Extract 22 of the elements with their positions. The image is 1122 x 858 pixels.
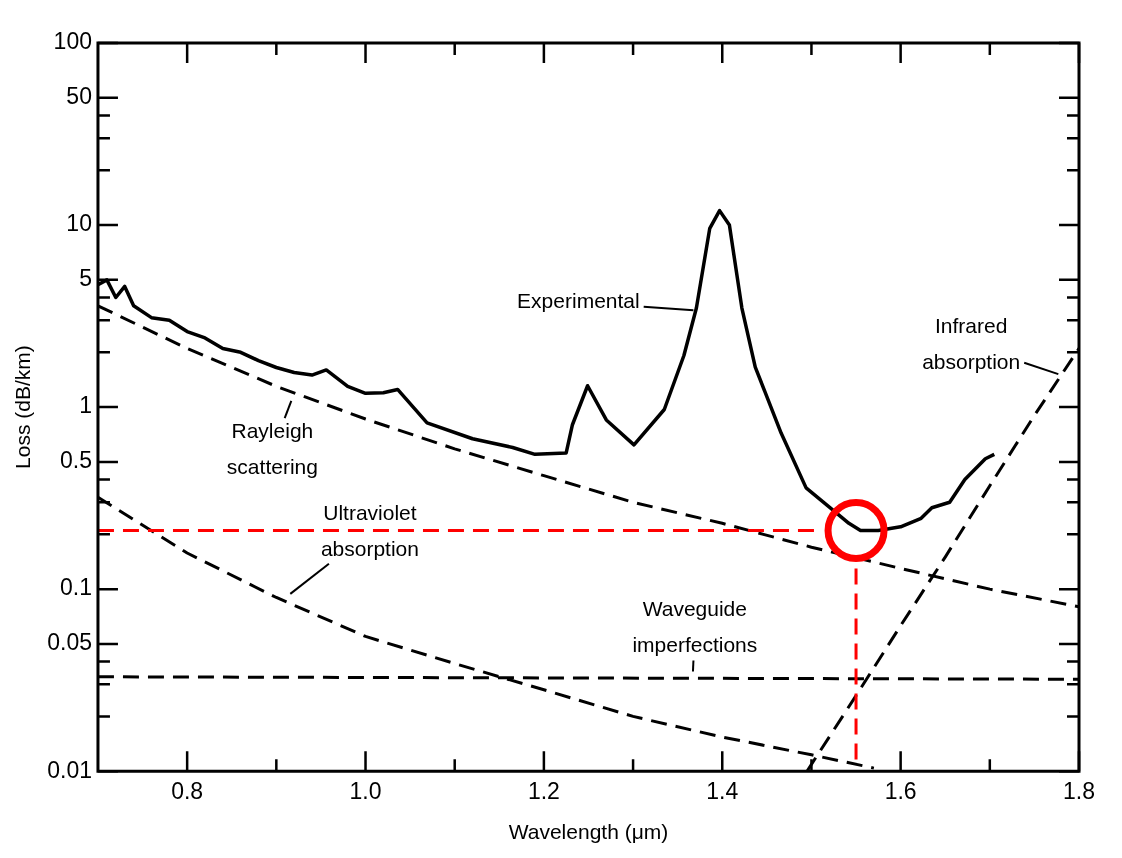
y-tick-label: 100	[53, 28, 92, 55]
y-tick-label: 0.01	[47, 756, 92, 783]
x-axis-title: Wavelength (μm)	[508, 820, 669, 844]
y-tick-label: 0.05	[47, 629, 92, 656]
y-tick-label: 1	[79, 392, 92, 419]
annotation: Rayleigh scattering	[226, 418, 318, 478]
annotation: Experimental	[517, 289, 640, 313]
x-tick-label: 0.8	[171, 778, 204, 805]
y-tick-label: 0.5	[59, 447, 92, 474]
y-tick-label: 5	[79, 265, 92, 292]
y-axis-title: Loss (dB/km)	[11, 345, 35, 469]
x-tick-label: 1.4	[706, 778, 739, 805]
y-tick-label: 0.1	[59, 574, 92, 601]
x-tick-label: 1.6	[884, 778, 917, 805]
y-tick-label: 50	[66, 83, 92, 110]
annotation: Waveguide imperfections	[632, 597, 758, 657]
y-tick-label: 10	[66, 210, 92, 237]
x-tick-label: 1.0	[349, 778, 382, 805]
annotation: Infrared absorption	[922, 313, 1021, 373]
x-tick-label: 1.2	[527, 778, 560, 805]
x-tick-label: 1.8	[1063, 778, 1095, 805]
annotation: Ultraviolet absorption	[320, 500, 419, 560]
